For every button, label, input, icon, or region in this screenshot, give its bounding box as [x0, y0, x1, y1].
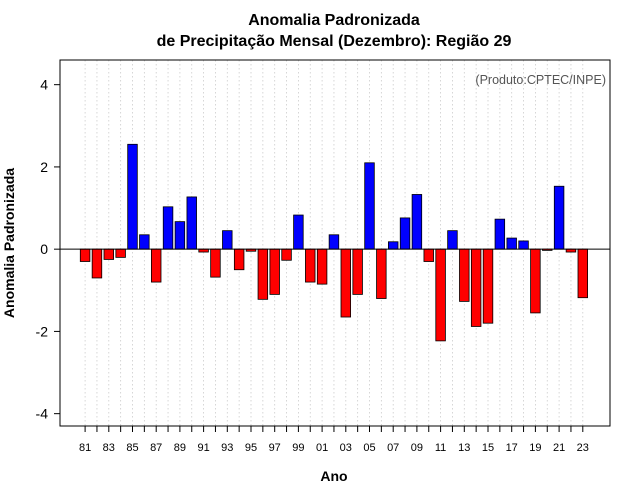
bar-90 — [186, 196, 197, 250]
x-tick-label: 87 — [150, 442, 162, 454]
x-tick-label: 21 — [553, 442, 565, 454]
bar-09 — [411, 194, 423, 250]
y-axis-ticks: -4 -2 0 2 4 — [36, 77, 60, 422]
bar-86 — [139, 234, 150, 250]
bar-85 — [127, 143, 138, 250]
y-tick-label: 2 — [40, 159, 48, 175]
bar-82 — [91, 248, 103, 279]
bar-21 — [553, 185, 565, 250]
y-axis-label: Anomalia Padronizada — [1, 168, 17, 318]
x-tick-label: 93 — [221, 442, 233, 454]
x-tick-label: 01 — [316, 442, 328, 454]
x-axis-ticks: 81 83 85 87 89 91 93 95 97 99 01 03 05 07 09 11 13 15 17 19… — [79, 426, 589, 454]
x-tick-label: 09 — [411, 442, 423, 454]
x-tick-label: 05 — [363, 442, 375, 454]
bar-07 — [387, 241, 399, 250]
bar-96 — [257, 248, 269, 300]
bar-92 — [210, 248, 221, 278]
bar-89 — [174, 221, 186, 250]
x-tick-label: 11 — [435, 442, 446, 454]
x-tick-label: 97 — [269, 442, 281, 454]
bar-11 — [435, 248, 446, 342]
bar-83 — [103, 248, 115, 260]
x-tick-label: 83 — [103, 442, 115, 454]
vertical-gridlines — [84, 60, 584, 426]
y-tick-label: 0 — [40, 241, 48, 257]
bar-88 — [162, 206, 174, 250]
bar-06 — [376, 248, 387, 299]
y-tick-label: -2 — [36, 323, 49, 339]
bar-19 — [530, 248, 541, 314]
bar-00 — [305, 248, 316, 283]
x-tick-label: 19 — [529, 442, 541, 454]
chart-title-line1: Anomalia Padronizada — [248, 12, 420, 29]
bar-12 — [447, 230, 458, 250]
x-tick-label: 15 — [482, 442, 494, 454]
bar-18 — [518, 240, 529, 250]
bar-87 — [150, 248, 162, 283]
bar-03 — [340, 248, 352, 318]
x-tick-label: 85 — [126, 442, 138, 454]
bar-84 — [115, 248, 126, 258]
bar-01 — [316, 248, 328, 285]
bar-81 — [79, 248, 91, 262]
x-tick-label: 07 — [387, 442, 399, 454]
bar-97 — [269, 248, 280, 295]
x-tick-label: 13 — [458, 442, 470, 454]
credit-text: (Produto:CPTEC/INPE) — [475, 73, 606, 87]
bar-08 — [399, 217, 411, 250]
bar-04 — [352, 248, 363, 295]
x-axis-label: Ano — [320, 468, 347, 484]
x-tick-label: 23 — [577, 442, 589, 454]
x-tick-label: 89 — [174, 442, 186, 454]
bar-23 — [577, 248, 589, 299]
bar-15 — [482, 248, 494, 324]
x-tick-label: 03 — [340, 442, 352, 454]
chart-title-line2: de Precipitação Mensal (Dezembro): Regiã… — [157, 33, 512, 50]
bar-14 — [470, 248, 482, 327]
y-tick-label: 4 — [40, 77, 48, 93]
bar-98 — [281, 248, 292, 261]
bar-05 — [364, 162, 375, 250]
x-tick-label: 17 — [506, 442, 518, 454]
bar-99 — [293, 214, 304, 250]
x-tick-label: 95 — [245, 442, 257, 454]
bar-16 — [494, 218, 506, 250]
bar-02 — [328, 234, 340, 250]
plot-frame — [59, 59, 611, 427]
bar-17 — [506, 237, 517, 250]
bar-10 — [423, 248, 434, 262]
x-tick-label: 81 — [79, 442, 91, 454]
bars — [79, 143, 589, 342]
x-tick-label: 99 — [292, 442, 304, 454]
y-tick-label: -4 — [36, 406, 49, 422]
bar-93 — [222, 230, 233, 250]
bar-13 — [459, 248, 470, 302]
x-tick-label: 91 — [197, 442, 209, 454]
bar-94 — [233, 248, 245, 271]
